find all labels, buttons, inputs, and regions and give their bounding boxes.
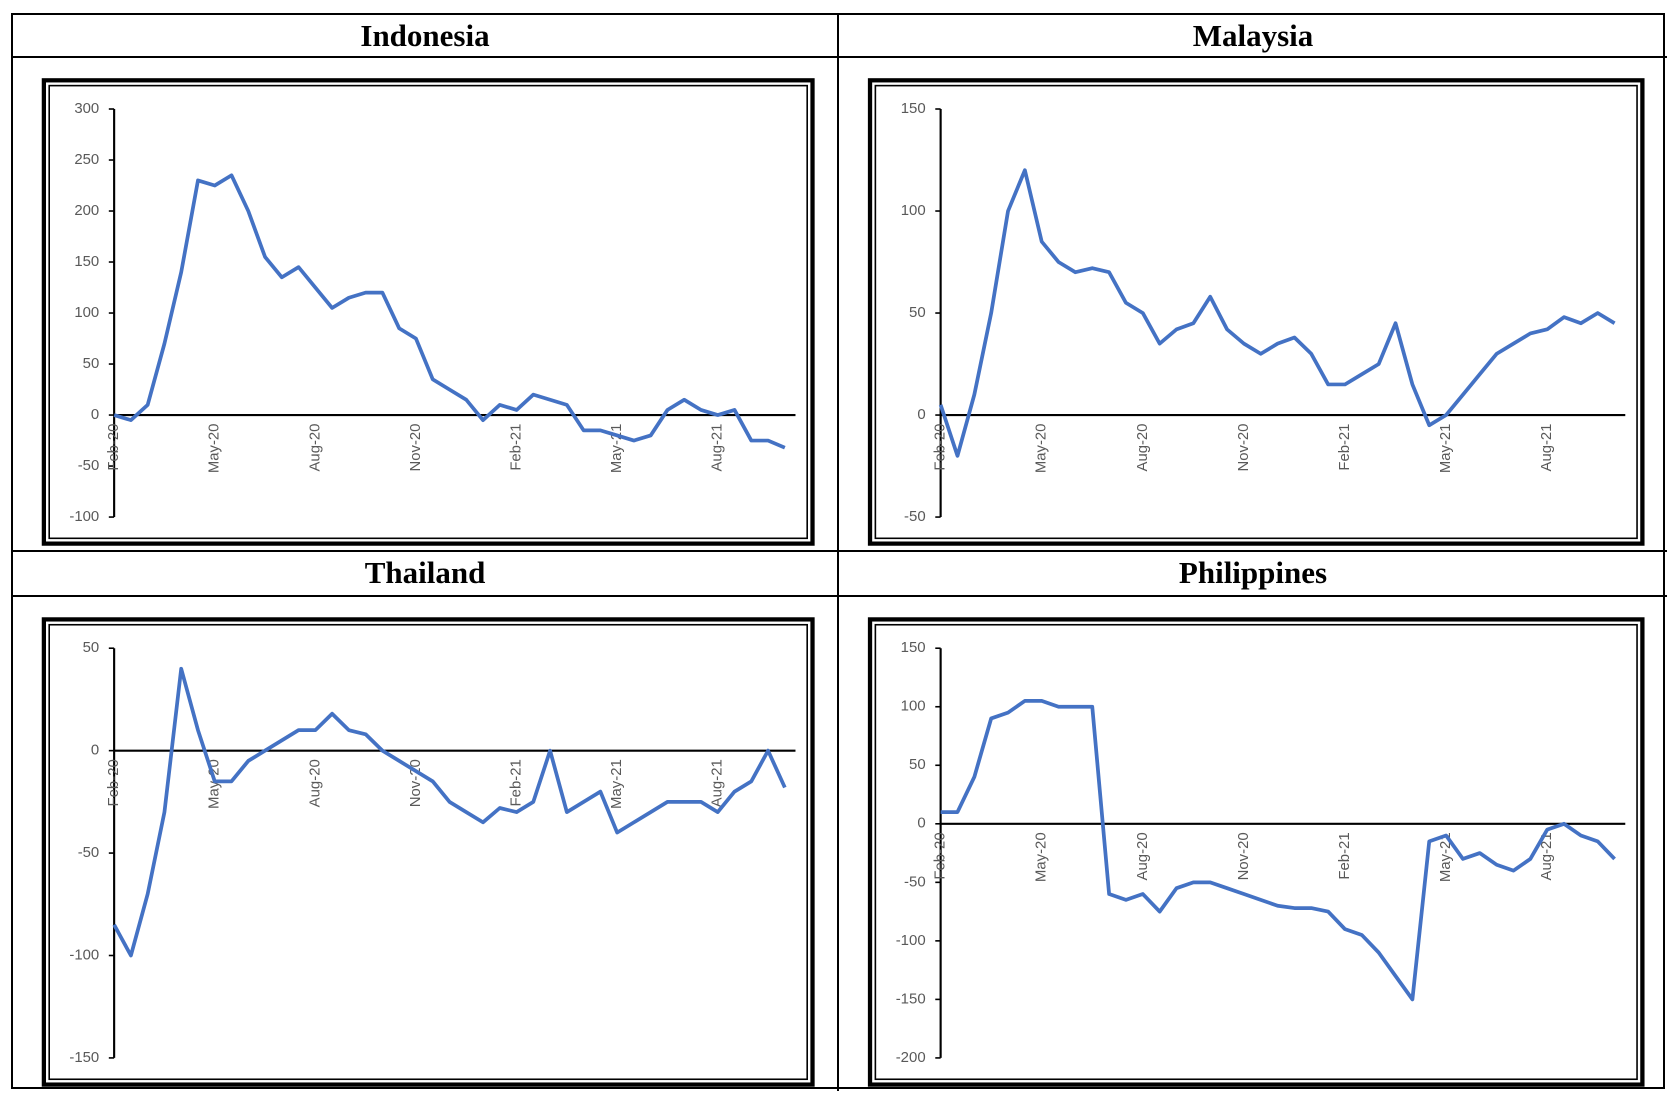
panel-title: Malaysia <box>839 15 1667 58</box>
y-tick-label: 0 <box>917 406 925 423</box>
y-tick-label: -100 <box>896 932 926 949</box>
y-tick-label: 300 <box>74 101 99 117</box>
x-tick-label: Feb-20 <box>932 424 949 471</box>
y-tick-label: 150 <box>901 100 926 117</box>
x-tick-label: Aug-20 <box>1134 424 1151 472</box>
y-tick-label: -50 <box>904 873 926 890</box>
y-tick-label: 100 <box>901 202 926 219</box>
y-tick-label: 100 <box>74 305 99 321</box>
x-tick-label: Feb-20 <box>105 759 122 806</box>
x-tick-label: Aug-20 <box>306 759 323 807</box>
x-tick-label: Nov-20 <box>1235 424 1252 472</box>
x-tick-label: Aug-21 <box>710 424 726 472</box>
y-tick-label: -50 <box>78 458 100 474</box>
panel-title: Thailand <box>13 552 839 597</box>
data-line <box>938 168 1616 458</box>
chart: -200 -150 -100 -50 0 50 100 150 Feb-20 May-20 Aug-… <box>867 617 1645 1087</box>
chart-frame <box>867 78 1645 546</box>
y-tick-label: 50 <box>83 356 100 372</box>
x-tick-label: Aug-20 <box>1134 832 1151 880</box>
x-tick-label: Feb-21 <box>508 759 525 806</box>
chart-frame <box>41 617 815 1087</box>
chart: -100 -50 0 50 100 150 200 250 300 Feb-20 May-20 Aug… <box>41 78 815 546</box>
y-tick-label: 150 <box>74 254 99 270</box>
y-tick-label: 0 <box>91 742 99 759</box>
x-tick-label: Aug-21 <box>709 759 726 807</box>
x-tick-label: Feb-21 <box>1336 832 1353 879</box>
x-tick-label: Aug-20 <box>307 424 323 472</box>
x-tick-label: May-21 <box>1437 424 1454 474</box>
y-tick-label: -100 <box>69 509 99 525</box>
chart: -50 0 50 100 150 Feb-20 May-20 Aug-20 Nov-20 Feb-… <box>867 78 1645 546</box>
y-tick-label: 200 <box>74 203 99 219</box>
x-tick-label: May-20 <box>207 424 223 474</box>
y-tick-label: 100 <box>901 698 926 715</box>
y-tick-label: 50 <box>909 756 926 773</box>
panel: -150 -100 -50 0 50 Feb-20 May-20 Aug-20 Nov-20 Fe… <box>13 597 839 1091</box>
y-tick-label: 50 <box>83 639 100 656</box>
data-line <box>113 173 786 450</box>
panel: -100 -50 0 50 100 150 200 250 300 Feb-20 May-20 Aug… <box>13 58 839 552</box>
y-tick-label: -100 <box>69 946 99 963</box>
data-line <box>940 699 1616 1002</box>
x-tick-label: Aug-21 <box>1538 424 1555 472</box>
x-tick-label: Feb-20 <box>932 832 949 879</box>
x-tick-label: May-20 <box>1033 832 1050 882</box>
panel: -50 0 50 100 150 Feb-20 May-20 Aug-20 Nov-20 Feb-… <box>839 58 1667 552</box>
y-tick-label: 50 <box>909 304 926 321</box>
panel-title: Indonesia <box>13 15 839 58</box>
x-tick-label: May-21 <box>608 759 625 809</box>
chart-table: Indonesia Malaysia -100 -50 0 50 100 150 200 25… <box>11 13 1667 1091</box>
y-tick-label: 0 <box>91 407 99 423</box>
y-tick-label: 250 <box>74 152 99 168</box>
y-tick-label: -150 <box>896 990 926 1007</box>
x-tick-label: Aug-21 <box>1538 832 1555 880</box>
y-tick-label: -50 <box>78 844 100 861</box>
chart-frame <box>41 78 815 546</box>
x-tick-label: May-21 <box>1437 832 1454 882</box>
chart-frame-inner <box>48 623 808 1081</box>
x-tick-label: Feb-21 <box>1336 424 1353 471</box>
x-tick-label: May-20 <box>1033 424 1050 474</box>
panel-title: Philippines <box>839 552 1667 597</box>
x-tick-label: May-21 <box>609 424 625 474</box>
y-tick-label: -50 <box>904 508 926 525</box>
x-tick-label: Nov-20 <box>1235 832 1252 880</box>
y-tick-label: -150 <box>69 1049 99 1066</box>
chart-frame-inner <box>874 623 1638 1081</box>
y-tick-label: -200 <box>896 1049 926 1066</box>
chart-frame-inner <box>48 84 808 540</box>
chart-frame <box>867 617 1645 1087</box>
y-tick-label: 0 <box>917 815 925 832</box>
y-tick-label: 150 <box>901 639 926 656</box>
x-tick-label: Feb-20 <box>106 424 122 471</box>
data-line <box>112 666 787 958</box>
x-tick-label: Feb-21 <box>508 424 524 471</box>
x-tick-label: Nov-20 <box>408 424 424 472</box>
panel: -200 -150 -100 -50 0 50 100 150 Feb-20 May-20 Aug-… <box>839 597 1667 1091</box>
chart-frame-inner <box>874 84 1638 540</box>
